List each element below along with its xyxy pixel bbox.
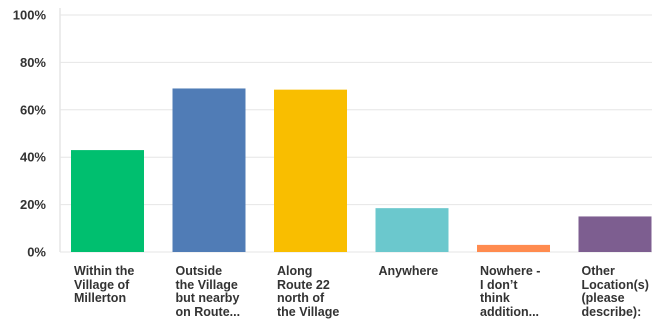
- x-tick-label: Other Location(s) (please describe):: [581, 264, 649, 319]
- y-tick-label: 80%: [20, 55, 46, 70]
- bar: [172, 88, 246, 252]
- x-tick-label: Nowhere - I don’t think addition...: [480, 264, 541, 319]
- bar: [375, 208, 449, 252]
- y-tick-label: 100%: [13, 8, 47, 23]
- y-tick-label: 40%: [20, 150, 46, 165]
- bar: [274, 89, 347, 252]
- bar: [71, 150, 144, 252]
- x-tick-label: Outside the Village but nearby on Route.…: [175, 264, 241, 319]
- y-tick-label: 20%: [20, 197, 46, 212]
- y-tick-label: 60%: [20, 102, 46, 117]
- bar: [578, 216, 652, 252]
- bar: [477, 244, 550, 252]
- x-tick-label: Within the Village of Millerton: [74, 264, 135, 305]
- y-tick-label: 0%: [27, 245, 46, 260]
- x-tick-label: Along Route 22 north of the Village: [277, 264, 340, 319]
- x-tick-label: Anywhere: [378, 264, 439, 278]
